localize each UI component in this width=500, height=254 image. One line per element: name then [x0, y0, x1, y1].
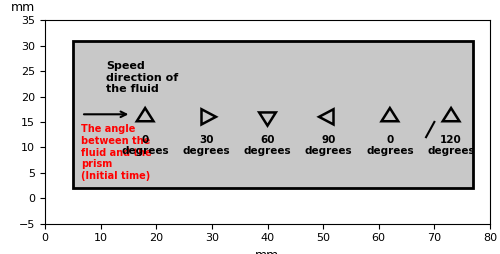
- Text: Speed
direction of
the fluid: Speed direction of the fluid: [106, 61, 178, 94]
- Text: 0
degrees: 0 degrees: [122, 135, 169, 156]
- Bar: [73, 41, 473, 188]
- Y-axis label: mm: mm: [10, 1, 35, 14]
- Text: 30
degrees: 30 degrees: [182, 135, 230, 156]
- Text: 60
degrees: 60 degrees: [244, 135, 292, 156]
- Text: 90
degrees: 90 degrees: [305, 135, 352, 156]
- Text: 0
degrees: 0 degrees: [366, 135, 414, 156]
- Text: 120
degrees: 120 degrees: [427, 135, 475, 156]
- X-axis label: mm: mm: [256, 249, 280, 254]
- Text: The angle
between the
fluid and the
prism
(Initial time): The angle between the fluid and the pris…: [81, 124, 152, 181]
